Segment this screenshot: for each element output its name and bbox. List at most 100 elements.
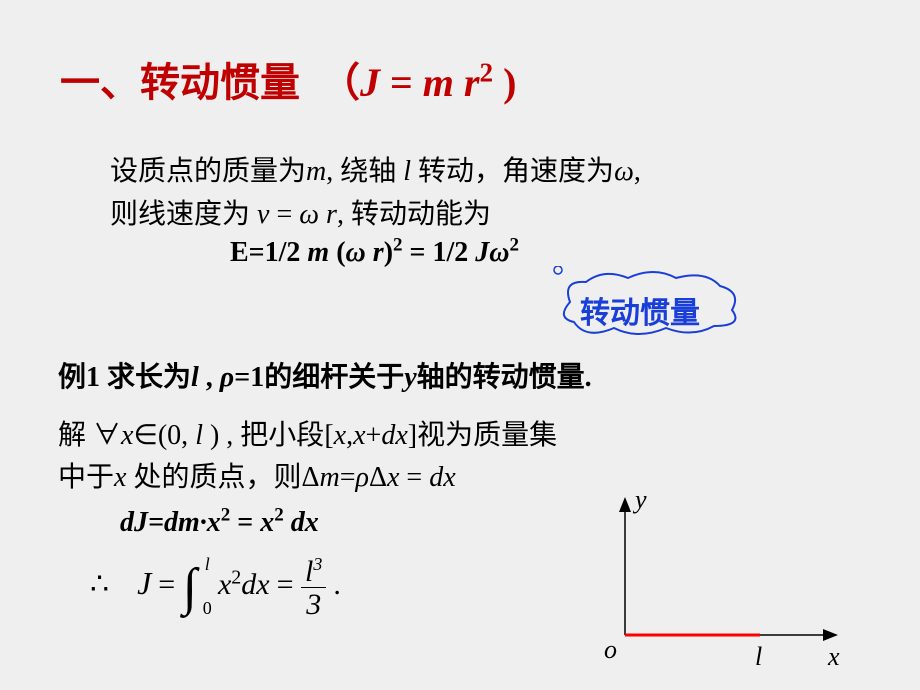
heading-r: r <box>454 60 480 105</box>
sol-l: l <box>195 420 210 451</box>
sol-dm-a: Δ <box>301 462 319 493</box>
diff-sup2: 2 <box>221 505 231 526</box>
sol-dx2: dx <box>429 462 455 493</box>
ex-y: y <box>404 362 416 393</box>
int-lower: 0 <box>203 598 212 619</box>
sol-mid2: 视为质量集 <box>417 420 557 451</box>
p1-omega: ω <box>614 156 634 187</box>
ex-suffix: 轴的转动惯量. <box>417 362 592 393</box>
p1-d: , <box>634 156 641 187</box>
p1-c: 转动，角速度为 <box>418 156 614 187</box>
heading-close: ) <box>493 60 516 105</box>
diff-sup2b: 2 <box>274 505 284 526</box>
final-eq: = <box>158 568 182 601</box>
p1-l: l <box>396 156 418 187</box>
eq1-c: ) <box>384 237 393 268</box>
diff-x2: x <box>260 507 274 538</box>
ex-l: l <box>191 362 206 393</box>
final-eq2: = <box>277 568 301 601</box>
final-dx: dx <box>241 568 269 601</box>
sol-close2: ] <box>408 420 417 451</box>
eq1-a: E=1/2 <box>230 237 307 268</box>
diff-b: = <box>230 507 260 538</box>
sol-x: x <box>121 420 133 451</box>
int-upper: l <box>205 554 210 575</box>
p1-m: m <box>306 156 326 187</box>
frac-den: 3 <box>301 588 326 620</box>
ex-rho: ρ <box>220 362 234 393</box>
sol-m: m <box>319 462 339 493</box>
axis-svg: y o l x <box>560 490 860 680</box>
sol-prefix: 解 <box>58 420 93 451</box>
diff-dx: dx <box>284 507 319 538</box>
sol-open: (0, <box>158 420 195 451</box>
therefore-symbol: ∴ <box>90 568 109 601</box>
eq1-omega2: ω <box>489 237 509 268</box>
sol-x4: x <box>114 462 133 493</box>
sol-forall: ∀ <box>93 420 121 451</box>
axis-label-x: x <box>827 642 840 671</box>
slide: 一、转动惯量 （J = m r2 ) 设质点的质量为m, 绕轴 l 转动，角速度… <box>0 0 920 690</box>
eq1-d: = 1/2 <box>403 237 476 268</box>
axis-label-o: o <box>604 635 617 664</box>
p1-eq: = <box>276 199 299 230</box>
p1-b: , 绕轴 <box>326 156 396 187</box>
p1-a: 设质点的质量为 <box>110 156 306 187</box>
ex-prefix: 例1 求长为 <box>58 362 191 393</box>
energy-equation: E=1/2 m (ω r)2 = 1/2 Jω2 <box>230 235 519 269</box>
ex-eq1: =1 <box>234 362 264 393</box>
differential-J: dJ=dm·x2 = x2 dx <box>120 505 319 539</box>
fraction: l3 3 <box>301 555 326 620</box>
example-1: 例1 求长为l , ρ=1的细杆关于y轴的转动惯量. <box>58 355 870 395</box>
p1-line2a: 则线速度为 <box>110 199 250 230</box>
heading-m: m <box>423 60 454 105</box>
sol-mid1: 把小段 <box>240 420 324 451</box>
sol-plus: + <box>366 420 382 451</box>
sol-dm-b: Δ <box>369 462 387 493</box>
heading-prefix: 一、转动惯量 （ <box>60 60 360 105</box>
sol-eq2: = <box>399 462 429 493</box>
integral-sign: ∫ l 0 <box>183 558 197 617</box>
ex-comma: , <box>206 362 220 393</box>
sol-line2b: 处的质点，则 <box>133 462 301 493</box>
sol-x2: x <box>334 420 346 451</box>
eq1-sup2b: 2 <box>510 235 520 256</box>
eq1-b: ( <box>329 237 345 268</box>
final-J: J <box>137 565 151 601</box>
sol-dx: dx <box>381 420 407 451</box>
diff-a: dJ=dm· <box>120 507 207 538</box>
eq1-m: m <box>307 237 329 268</box>
heading-J: J <box>360 60 380 105</box>
diff-x: x <box>207 507 221 538</box>
axis-diagram: y o l x <box>560 490 860 670</box>
sol-rho: ρ <box>356 462 369 493</box>
eq1-omega: ω <box>346 237 366 268</box>
sol-br: [ <box>324 420 333 451</box>
final-sup2: 2 <box>231 567 241 589</box>
p1-r: r <box>319 199 337 230</box>
sol-close: ) , <box>210 420 240 451</box>
paragraph-intro: 设质点的质量为m, 绕轴 l 转动，角速度为ω, 则线速度为 v = ω r, … <box>110 150 870 237</box>
eq1-J: J <box>475 237 489 268</box>
sol-line2a: 中于 <box>58 462 114 493</box>
result-integral: ∴ J = ∫ l 0 x2dx = l3 3 . <box>90 555 341 620</box>
sol-in: ∈ <box>133 420 157 451</box>
section-heading: 一、转动惯量 （J = m r2 ) <box>60 50 516 108</box>
cloud-label: 转动惯量 <box>580 288 700 332</box>
eq1-sup2: 2 <box>393 235 403 256</box>
axis-label-y: y <box>632 490 647 514</box>
ex-mid: 的细杆关于 <box>264 362 404 393</box>
solution-text: 解 ∀x∈(0, l ) , 把小段[x,x+dx]视为质量集 中于x 处的质点… <box>58 415 870 499</box>
final-x: x <box>218 568 231 601</box>
frac-num-sup: 3 <box>313 554 322 574</box>
heading-eq: = <box>380 60 423 105</box>
final-dot: . <box>333 568 341 601</box>
sol-eq: = <box>340 462 356 493</box>
p1-line2b: , 转动动能为 <box>337 199 491 230</box>
p1-omega2: ω <box>299 199 319 230</box>
p1-v: v <box>250 199 276 230</box>
axis-label-l: l <box>755 642 762 671</box>
heading-sup2: 2 <box>480 58 494 88</box>
eq1-r: r <box>366 237 384 268</box>
sol-x3: x <box>353 420 365 451</box>
